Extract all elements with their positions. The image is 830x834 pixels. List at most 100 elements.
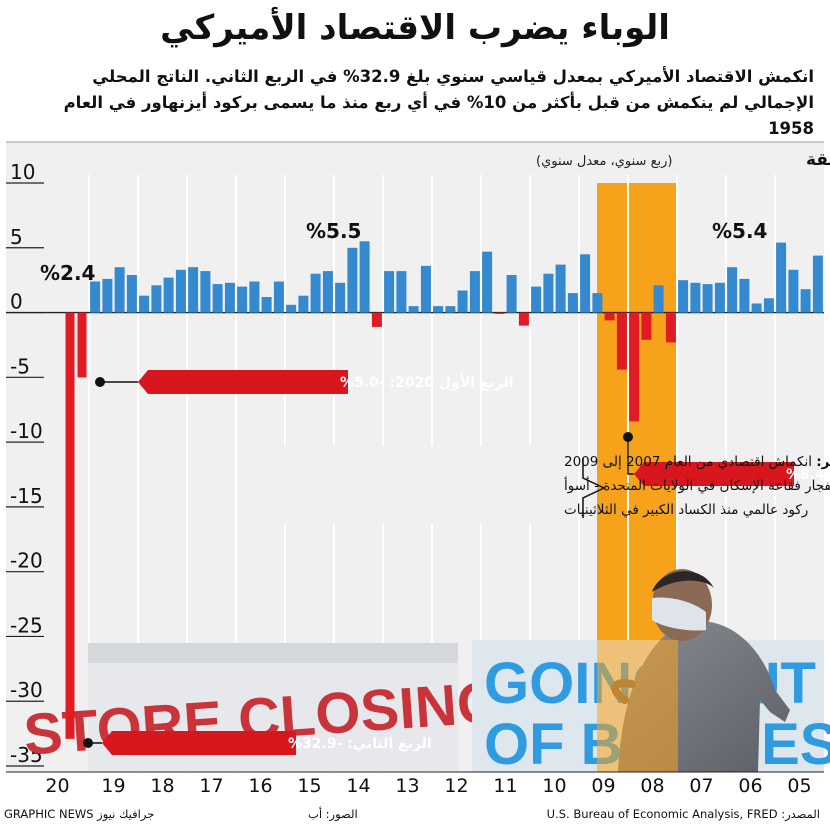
bar: [408, 306, 419, 313]
bar: [678, 280, 689, 313]
bar: [531, 286, 542, 313]
bar: [592, 293, 603, 313]
bar: [763, 298, 774, 313]
bar: [298, 295, 309, 313]
footer-photos: الصور: أب: [308, 807, 358, 821]
bar: [163, 277, 174, 313]
bar: [653, 285, 664, 313]
x-year-label: 18: [150, 775, 174, 797]
q4-2008-callout-label: الربع الأخير: -8.4%: [786, 466, 830, 483]
bar: [188, 267, 199, 313]
x-year-label: 10: [542, 775, 566, 797]
chart-title-note: (ربع سنوي، معدل سنوي): [536, 154, 672, 169]
great-recession-text-1: انكماش اقتصادي من العام 2007 إلى 2009: [564, 454, 812, 470]
bar: [714, 282, 725, 313]
page-title: الوباء يضرب الاقتصاد الأميركي: [160, 8, 670, 48]
y-tick-label: -5: [10, 354, 30, 378]
bar: [702, 284, 713, 313]
bar: [494, 312, 505, 314]
bar: [776, 242, 787, 313]
bar: [665, 312, 676, 343]
bar: [555, 264, 566, 313]
y-axis: 10 5 0 -5 -10 -15 -20 -25 -30 -35: [6, 160, 44, 767]
x-year-label: 15: [297, 775, 321, 797]
bar: [359, 241, 370, 313]
bar: [396, 271, 407, 313]
x-year-label: 14: [346, 775, 370, 797]
bar: [543, 273, 554, 313]
bar: [518, 312, 529, 326]
bar: [506, 275, 517, 313]
bar: [629, 312, 640, 422]
bar: [739, 278, 750, 313]
y-tick-label: -25: [10, 613, 43, 637]
x-year-label: 12: [444, 775, 468, 797]
y-tick-label: -35: [10, 743, 43, 767]
x-axis: 20 19 18 17 16 15 14 13 12 11 10 09 08 07 06 05: [6, 771, 824, 797]
great-recession-bracket: [582, 458, 606, 518]
great-recession-title: الركود الكبير:: [816, 454, 830, 470]
x-year-label: 07: [689, 775, 713, 797]
y-tick-label: -20: [10, 549, 43, 573]
x-year-label: 06: [738, 775, 762, 797]
bar: [273, 281, 284, 313]
recession-band-overlay: [597, 640, 678, 772]
bar: [114, 267, 125, 313]
bar: [690, 282, 701, 313]
bar: [139, 295, 150, 313]
bar: [641, 312, 652, 340]
bar: [126, 275, 137, 313]
y-tick-label: 10: [10, 160, 35, 184]
bar: [616, 312, 627, 370]
bar: [800, 289, 811, 313]
x-year-label: 13: [395, 775, 419, 797]
x-year-label: 17: [199, 775, 223, 797]
bar: [212, 284, 223, 313]
x-year-label: 19: [101, 775, 125, 797]
great-recession-text-3: ركود عالمي منذ الكساد الكبير في الثلاثين…: [564, 502, 808, 518]
q2-2020-callout-tag: [102, 731, 296, 755]
x-year-label: 16: [248, 775, 272, 797]
bar: [322, 271, 333, 313]
x-year-label: 20: [45, 775, 69, 797]
bar: [77, 312, 87, 378]
y-tick-label: -10: [10, 419, 43, 443]
page-subtitle: انكمش الاقتصاد الأميركي بمعدل قياسي سنوي…: [63, 67, 814, 138]
q4-2008-callout-tag: [634, 462, 794, 486]
bar: [812, 255, 823, 313]
bar: [237, 286, 248, 313]
bar: [90, 281, 101, 313]
footer-source: المصدر: U.S. Bureau of Economic Analysis…: [546, 807, 820, 821]
q4-2008-callout-leader: [627, 437, 634, 475]
x-year-label: 09: [591, 775, 615, 797]
bar: [151, 285, 162, 313]
bar: [371, 312, 382, 327]
x-year-label: 08: [640, 775, 664, 797]
bar: [788, 269, 799, 313]
q1-2020-callout-tag: [138, 370, 348, 394]
bar: [727, 267, 738, 313]
bar: [249, 281, 260, 313]
annotations: %2.4 %5.5 %5.4 الربع الأول 2020: -5.0% الربع…: [40, 219, 830, 755]
q2-2020-callout-label: الربع الثاني: -32.9%: [288, 736, 432, 752]
bar: [604, 312, 615, 321]
y-tick-label: 5: [10, 225, 23, 249]
footer-credit: GRAPHIC NEWS جرافيك نيوز: [4, 807, 155, 821]
bar: [580, 254, 591, 313]
great-recession-text-2: بعد انفجار فقاعة الإسكان في الولايات الم…: [564, 476, 830, 494]
peak-label: %2.4: [40, 261, 95, 285]
bar: [482, 251, 493, 313]
chart-title: نسبة التغيير عن الفترة السابقة: [806, 150, 830, 170]
peak-label: %5.4: [712, 219, 767, 243]
great-recession-line-1: الركود الكبير: انكماش اقتصادي من العام 2…: [564, 454, 830, 470]
bar: [175, 269, 186, 313]
great-recession-note: الركود الكبير: انكماش اقتصادي من العام 2…: [265, 446, 830, 524]
bar: [457, 290, 468, 313]
peak-label: %5.5: [306, 219, 361, 243]
bar: [751, 303, 762, 313]
bar: [445, 306, 456, 313]
bar: [65, 312, 75, 739]
q1-2020-callout-label: الربع الأول 2020: -5.0%: [340, 374, 514, 391]
